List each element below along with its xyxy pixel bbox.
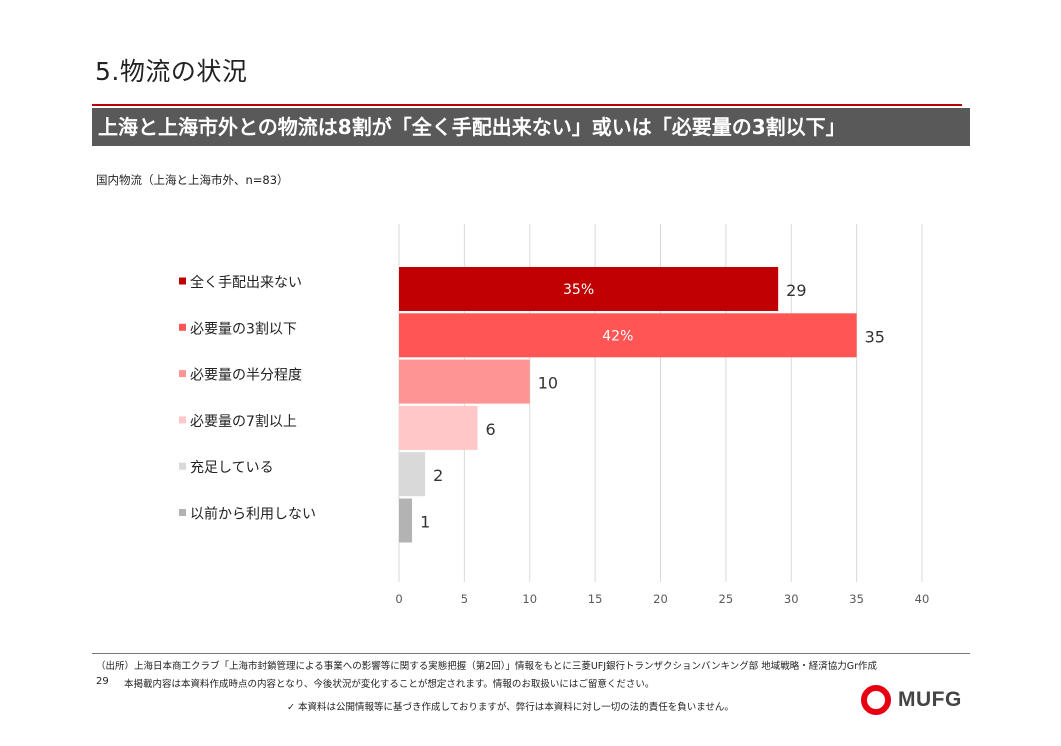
- footer-divider: [92, 653, 970, 654]
- percent-label: 42%: [602, 328, 633, 344]
- section-title: 5.物流の状況: [95, 57, 248, 86]
- logo-text: MUFG: [898, 688, 962, 711]
- title-divider: [92, 104, 962, 106]
- content-note: 本掲載内容は本資料作成時点の内容となり、今後状況が変化することが想定されます。情…: [124, 679, 655, 690]
- value-label: 10: [538, 374, 558, 393]
- x-tick-label: 20: [653, 592, 668, 606]
- x-tick-label: 5: [461, 592, 468, 606]
- x-tick-label: 40: [915, 592, 930, 606]
- legend-marker: [179, 323, 186, 331]
- bar: [399, 267, 779, 311]
- value-label: 35: [865, 327, 885, 346]
- mufg-logo: MUFG: [860, 684, 962, 716]
- page-number: 29: [96, 676, 109, 687]
- category-label: 全く手配出来ない: [190, 274, 302, 291]
- value-label: 29: [786, 281, 806, 300]
- category-label: 必要量の7割以上: [190, 413, 297, 430]
- x-tick-label: 0: [395, 592, 402, 606]
- bar: [399, 313, 857, 358]
- bar: [399, 359, 530, 404]
- disclaimer: ✓ 本資料は公開情報等に基づき作成しておりますが、弊行は本資料に対し一切の法的責…: [287, 702, 734, 713]
- x-tick-label: 25: [719, 592, 734, 606]
- legend-marker: [179, 370, 186, 378]
- legend-marker: [179, 416, 186, 424]
- chart-subtitle: 国内物流（上海と上海市外、n=83）: [96, 173, 289, 187]
- value-label: 2: [433, 466, 443, 485]
- bar: [399, 405, 478, 450]
- percent-label: 35%: [563, 282, 594, 298]
- legend-marker: [179, 462, 186, 470]
- x-tick-label: 15: [588, 592, 603, 606]
- x-tick-label: 35: [849, 592, 864, 606]
- headline-banner: 上海と上海市外との物流は8割が「全く手配出来ない」或いは「必要量の3割以下」: [92, 108, 970, 146]
- category-label: 充足している: [190, 460, 274, 476]
- source-note: （出所）上海日本商工クラブ「上海市封鎖管理による事業への影響等に関する実態把握（…: [96, 661, 878, 672]
- legend-marker: [179, 277, 186, 285]
- value-label: 6: [485, 420, 495, 439]
- legend-marker: [179, 509, 186, 516]
- category-label: 必要量の半分程度: [190, 368, 302, 384]
- mufg-ring-icon: [861, 685, 891, 715]
- category-label: 必要量の3割以下: [190, 320, 297, 337]
- value-label: 1: [420, 513, 430, 532]
- category-label: 以前から利用しない: [190, 506, 316, 523]
- x-tick-label: 10: [522, 592, 537, 606]
- bar: [399, 498, 413, 543]
- bar: [399, 452, 426, 497]
- x-tick-label: 30: [784, 592, 799, 606]
